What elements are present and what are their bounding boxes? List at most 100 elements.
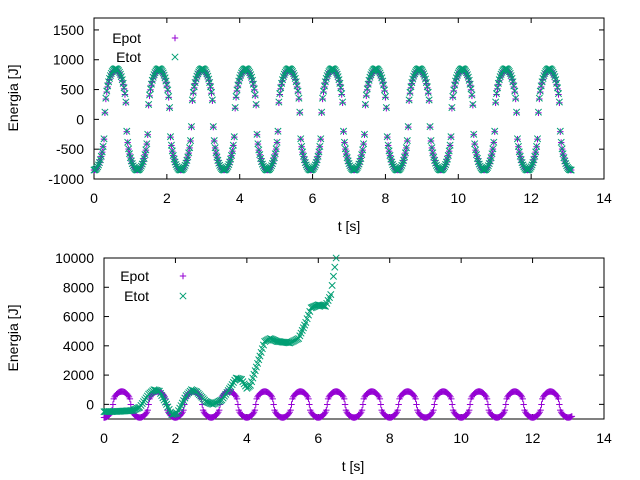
top-etot-point (294, 87, 302, 95)
top-epot-point (104, 83, 111, 91)
top-etot-point (448, 103, 456, 112)
top-epot-point (556, 99, 563, 107)
bottom-epot-point (464, 410, 471, 417)
top-etot-point (171, 158, 179, 166)
bottom-legend: Epot Etot (120, 268, 187, 304)
top-etot-point (299, 148, 307, 156)
top-epot-point (493, 91, 500, 98)
bottom-etot-point (156, 389, 165, 397)
bottom-x-tick-label: 8 (386, 430, 394, 446)
top-etot-point (99, 142, 107, 150)
bottom-legend-etot-marker (179, 292, 187, 300)
top-etot-point (187, 123, 195, 131)
bottom-epot-point (428, 410, 435, 417)
bottom-etot-point (304, 311, 313, 319)
top-etot-point (467, 85, 475, 93)
top-etot-point (94, 163, 102, 171)
bottom-epot-point (214, 410, 221, 417)
top-etot-point (360, 130, 369, 138)
bottom-etot-point (159, 394, 167, 402)
top-epot-point (380, 82, 387, 90)
top-epot-point (321, 83, 328, 91)
top-etot-point (167, 141, 175, 149)
bottom-epot-point (321, 410, 328, 417)
top-etot-point (469, 100, 477, 109)
top-epot-point (106, 76, 113, 83)
top-x-tick-labels: 0 2 4 6 8 10 12 14 (90, 190, 612, 206)
top-x-tick-label: 0 (90, 190, 98, 206)
top-epot-point (492, 99, 499, 107)
bottom-legend-epot-marker (179, 272, 187, 280)
top-epot-point (407, 84, 415, 92)
bottom-etot-point (170, 410, 179, 418)
top-etot-point (246, 69, 254, 77)
top-epot-point (320, 88, 327, 96)
bottom-epot-point (502, 401, 509, 408)
top-etot-point (124, 138, 132, 146)
top-y-tick-label: 500 (61, 82, 85, 98)
top-epot-point (319, 95, 326, 103)
top-axis-ticks (93, 18, 605, 180)
bottom-etot-point (150, 386, 158, 394)
bottom-legend-epot-label: Epot (120, 268, 149, 284)
bottom-epot-point (249, 410, 257, 417)
top-etot-point (403, 137, 411, 145)
top-etot-point (279, 73, 287, 81)
top-etot-point (296, 108, 304, 116)
top-etot-point (212, 149, 220, 157)
top-etot-point (388, 158, 396, 166)
top-etot-point (483, 163, 491, 172)
bottom-epot-point (234, 401, 242, 408)
top-etot-point (254, 140, 262, 148)
bottom-x-tick-label: 14 (596, 430, 612, 446)
top-etot-point (366, 73, 374, 81)
top-etot-point (410, 72, 418, 80)
top-y-axis-label: Energia [J] (5, 65, 21, 132)
top-etot-point (292, 78, 300, 86)
top-etot-point (562, 160, 570, 168)
top-etot-point (376, 69, 384, 77)
bottom-epot-point (109, 401, 117, 408)
bottom-epot-point (287, 406, 294, 414)
top-etot-point (314, 152, 322, 160)
top-etot-point (137, 162, 145, 170)
top-etot-point (237, 71, 245, 79)
top-epot-point (536, 95, 543, 103)
top-etot-point (289, 69, 297, 77)
top-etot-point (230, 133, 238, 141)
bottom-y-tick-labels: 0 2000 4000 6000 8000 10000 (55, 250, 94, 412)
bottom-epot-point (374, 392, 382, 399)
top-etot-point (258, 157, 266, 166)
top-epot-point (363, 92, 370, 100)
top-etot-point (549, 68, 557, 76)
top-etot-point (149, 73, 157, 81)
bottom-etot-point (233, 374, 242, 382)
top-etot-point (360, 140, 368, 148)
top-etot-point (258, 160, 267, 168)
top-etot-point (537, 82, 545, 90)
bottom-epot-point (412, 395, 419, 403)
bottom-etot-point (168, 411, 176, 419)
top-etot-point (496, 73, 504, 81)
bottom-epot-point (499, 410, 507, 417)
top-etot-point (445, 147, 453, 155)
bottom-epot-point (555, 395, 562, 403)
top-y-tick-labels: -1000 -500 0 500 1000 1500 (48, 22, 84, 187)
top-epot-point (190, 84, 198, 92)
bottom-epot-point (446, 392, 453, 399)
top-legend-etot-marker (171, 53, 179, 61)
top-etot-point (554, 90, 563, 98)
top-etot-point (422, 78, 430, 87)
bottom-x-tick-label: 6 (314, 430, 322, 446)
top-epot-point (381, 87, 388, 95)
bottom-etot-point (237, 375, 246, 384)
top-etot-point (295, 94, 303, 102)
bottom-epot-point (556, 401, 563, 408)
top-etot-point (317, 135, 325, 143)
top-epot-point (425, 90, 432, 97)
top-epot-point (323, 76, 330, 83)
top-epot-point (554, 85, 561, 92)
top-etot-point (383, 133, 391, 141)
bottom-etot-point (329, 272, 338, 280)
